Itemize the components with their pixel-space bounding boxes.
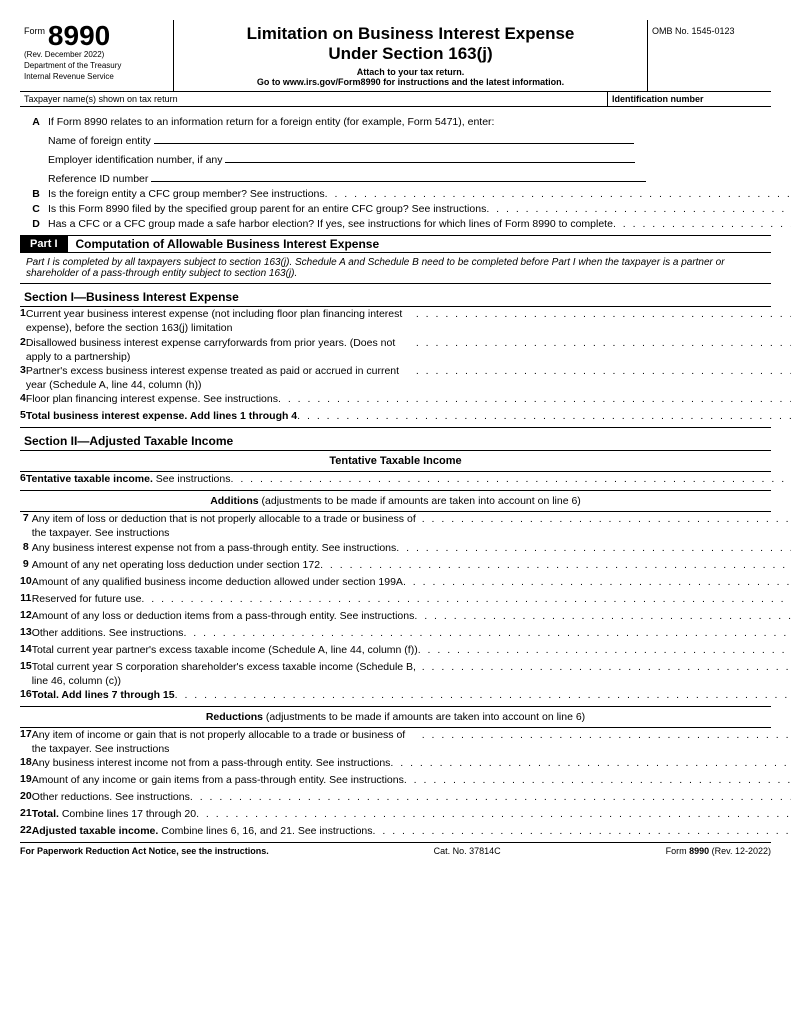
omb-number: OMB No. 1545-0123	[652, 26, 735, 36]
line-19-text: Amount of any income or gain items from …	[32, 773, 404, 787]
letter-c: C	[24, 203, 48, 215]
header-left: Form 8990 (Rev. December 2022) Departmen…	[20, 20, 174, 91]
line-14-text: Total current year partner's excess taxa…	[32, 643, 418, 657]
footer-form-rev: Form 8990 (Rev. 12-2022)	[666, 846, 771, 856]
form-8990: Form 8990 (Rev. December 2022) Departmen…	[20, 20, 771, 856]
line-6-text: Tentative taxable income.	[26, 473, 153, 485]
taxpayer-name-label: Taxpayer name(s) shown on tax return	[20, 92, 607, 106]
line-a1: Name of foreign entity	[48, 135, 151, 147]
catalog-number: Cat. No. 37814C	[434, 846, 501, 856]
header-right: OMB No. 1545-0123	[647, 20, 771, 91]
line-a-text: If Form 8990 relates to an information r…	[48, 116, 767, 128]
identification-label: Identification number	[607, 92, 771, 106]
form-header: Form 8990 (Rev. December 2022) Departmen…	[20, 20, 771, 92]
line-13-text: Other additions. See instructions	[32, 626, 184, 640]
dept-treasury: Department of the Treasury	[24, 61, 169, 70]
line-3-text: Partner's excess business interest expen…	[26, 364, 416, 392]
section-i-header: Section I—Business Interest Expense	[20, 284, 771, 307]
line-8-text: Any business interest expense not from a…	[32, 541, 397, 555]
pra-notice: For Paperwork Reduction Act Notice, see …	[20, 846, 269, 856]
section-ii-header: Section II—Adjusted Taxable Income	[20, 427, 771, 451]
line-a2: Employer identification number, if any	[48, 154, 223, 166]
tti-header: Tentative Taxable Income	[20, 451, 771, 472]
letter-b: B	[24, 188, 48, 200]
form-number: 8990	[48, 20, 110, 51]
attach-note: Attach to your tax return.	[178, 67, 643, 77]
line-d-text: Has a CFC or a CFC group made a safe har…	[48, 218, 613, 230]
line-11-text: Reserved for future use	[32, 592, 142, 606]
line-1-text: Current year business interest expense (…	[26, 307, 416, 335]
line-c-text: Is this Form 8990 filed by the specified…	[48, 203, 486, 215]
line-10-text: Amount of any qualified business income …	[32, 575, 403, 589]
line-15-text: Total current year S corporation shareho…	[32, 660, 422, 688]
line-18-text: Any business interest income not from a …	[32, 756, 391, 770]
additions-table: 7 Any item of loss or deduction that is …	[20, 512, 791, 706]
refid-input[interactable]	[151, 169, 646, 182]
line-a3: Reference ID number	[48, 173, 148, 185]
form-title-2: Under Section 163(j)	[178, 44, 643, 64]
reductions-table: 17 Any item of income or gain that is no…	[20, 728, 791, 842]
part-i-bar: Part I Computation of Allowable Business…	[20, 235, 771, 253]
page-footer: For Paperwork Reduction Act Notice, see …	[20, 842, 771, 856]
ein-input[interactable]	[225, 150, 635, 163]
form-label: Form	[24, 26, 45, 36]
section-i-table: 1 Current year business interest expense…	[20, 307, 791, 427]
line-4-text: Floor plan financing interest expense. S…	[26, 392, 278, 406]
line-6-table: 6 Tentative taxable income. See instruct…	[20, 472, 791, 490]
form-title-1: Limitation on Business Interest Expense	[178, 24, 643, 44]
line-16-text: Total. Add lines 7 through 15	[32, 688, 175, 702]
line-12-text: Amount of any loss or deduction items fr…	[32, 609, 415, 623]
header-center: Limitation on Business Interest Expense …	[174, 20, 647, 91]
reductions-header: Reductions (adjustments to be made if am…	[20, 706, 771, 728]
dept-irs: Internal Revenue Service	[24, 72, 169, 81]
part-i-label: Part I	[20, 236, 68, 252]
taxpayer-row: Taxpayer name(s) shown on tax return Ide…	[20, 92, 771, 107]
foreign-entity-input[interactable]	[154, 131, 634, 144]
additions-header: Additions (adjustments to be made if amo…	[20, 490, 771, 512]
part-i-note: Part I is completed by all taxpayers sub…	[20, 253, 771, 284]
line-7-text: Any item of loss or deduction that is no…	[32, 512, 422, 540]
line-2-text: Disallowed business interest expense car…	[26, 336, 416, 364]
line-b-text: Is the foreign entity a CFC group member…	[48, 188, 325, 200]
section-abcd: A If Form 8990 relates to an information…	[20, 107, 771, 235]
letter-a: A	[24, 116, 48, 128]
line-9-text: Amount of any net operating loss deducti…	[32, 558, 320, 572]
line-5-text: Total business interest expense. Add lin…	[26, 409, 297, 423]
line-17-text: Any item of income or gain that is not p…	[32, 728, 422, 756]
letter-d: D	[24, 218, 48, 230]
line-20-text: Other reductions. See instructions	[32, 790, 190, 804]
part-i-title: Computation of Allowable Business Intere…	[68, 237, 380, 251]
goto-note: Go to www.irs.gov/Form8990 for instructi…	[178, 77, 643, 87]
revision: (Rev. December 2022)	[24, 50, 169, 59]
